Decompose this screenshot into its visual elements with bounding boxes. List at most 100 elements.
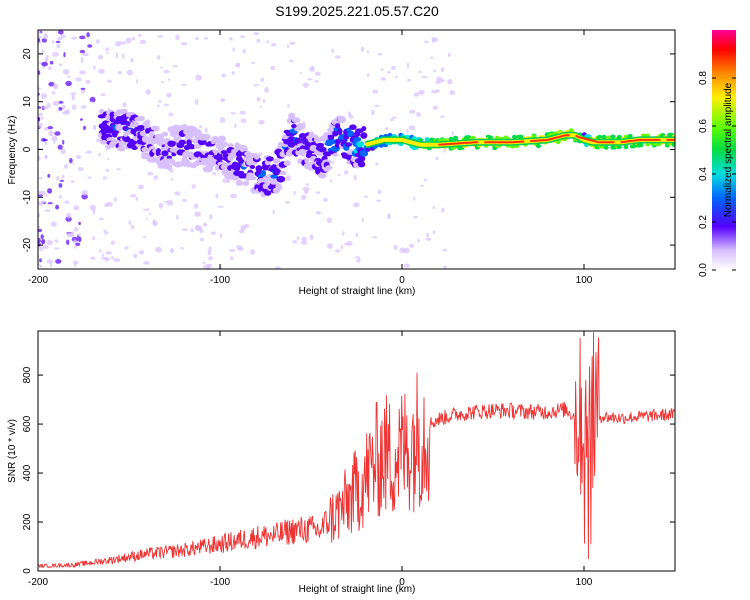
spectrogram-noise-blob (45, 51, 53, 54)
spectrogram-noise-blob (270, 65, 276, 70)
spectrogram-noise-blob (56, 44, 61, 49)
colorbar-gradient (712, 30, 736, 270)
spectrogram-ridge-blob (103, 121, 109, 127)
spectrogram-noise-blob (353, 174, 357, 181)
spectrogram-noise-blob (92, 124, 97, 130)
spectrogram-noise-blob (219, 233, 222, 239)
spectrogram-noise-blob (130, 58, 134, 63)
spectrogram-noise-blob (55, 40, 61, 44)
spectrogram-noise-blob (377, 189, 382, 195)
spectrogram-noise-blob (372, 202, 377, 207)
spectrogram-noise-blob (432, 105, 438, 110)
spectrogram-noise-blob (130, 194, 137, 198)
spectrogram-noise-blob (434, 81, 442, 84)
spectrogram-noise-blob (449, 90, 456, 96)
spectrogram-ridge-blob (337, 128, 343, 136)
spectrogram-ridge-blob (253, 154, 260, 160)
spectrogram-noise-blob (138, 33, 142, 37)
spectrogram-noise-blob (402, 199, 406, 202)
spectrogram-noise-blob (378, 153, 383, 158)
spectrogram-noise-blob (432, 37, 435, 43)
spectrogram-noise-blob (38, 201, 42, 206)
spectrogram-noise-blob (389, 118, 395, 122)
spectrogram-noise-blob (222, 178, 226, 183)
snr-x-tick-label: 100 (576, 577, 593, 588)
snr-y-tick-label: 400 (22, 464, 33, 481)
spectrogram-ridge-blob (129, 122, 135, 128)
spectrogram-noise-blob (145, 217, 148, 220)
spectrogram-noise-blob (163, 103, 170, 107)
snr-x-tick-label: -200 (28, 577, 48, 588)
spectrogram-noise-blob (51, 135, 58, 142)
spectrogram-noise-blob (107, 157, 110, 161)
spectrogram-noise-blob (130, 241, 134, 248)
spectrogram-noise-blob (433, 69, 437, 73)
spectrogram-noise-blob (97, 55, 104, 60)
spectrogram-noise-blob (216, 51, 219, 55)
spectrogram-noise-blob (170, 178, 173, 181)
spectrogram-y-tick-label: 10 (22, 96, 33, 108)
spectrogram-noise-blob (301, 228, 305, 234)
spectrogram-noise-blob (384, 154, 392, 157)
spectrogram-noise-blob (164, 200, 168, 203)
spectrogram-noise-blob (256, 97, 261, 102)
spectrogram-noise-blob (61, 174, 65, 179)
spectrogram-noise-blob (105, 52, 109, 55)
spectrogram-x-tick-label: -200 (28, 275, 48, 286)
spectrogram-noise-blob (407, 81, 413, 84)
spectrogram-noise-blob (331, 48, 334, 53)
spectrogram-noise-blob (102, 176, 108, 180)
spectrogram-ridge-blob (638, 142, 644, 148)
spectrogram-noise-blob (57, 30, 64, 35)
spectrogram-noise-blob (158, 99, 162, 103)
spectrogram-ridge-blob (228, 152, 238, 159)
spectrogram-noise-blob (40, 234, 44, 240)
spectrogram-noise-blob (438, 246, 444, 252)
spectrogram-noise-blob (71, 95, 75, 101)
spectrogram-noise-blob (95, 138, 101, 143)
spectrogram-noise-blob (309, 234, 314, 240)
spectrogram-noise-blob (157, 35, 164, 38)
spectrogram-noise-blob (150, 38, 156, 44)
spectrogram-noise-blob (38, 106, 42, 109)
spectrogram-noise-blob (250, 61, 256, 64)
spectrogram-ridge-blob (327, 134, 335, 141)
spectrogram-ridge-blob (270, 174, 279, 179)
spectrogram-noise-blob (48, 130, 54, 137)
spectrogram-ridge-blob (117, 145, 126, 152)
spectrogram-noise-blob (413, 196, 416, 201)
spectrogram-noise-blob (217, 205, 224, 208)
spectrogram-noise-blob (57, 36, 63, 41)
spectrogram-ridge-blob (242, 181, 250, 186)
spectrogram-noise-blob (425, 237, 432, 241)
spectrogram-ridge-blob (627, 133, 633, 139)
spectrogram-noise-blob (52, 40, 55, 44)
spectrogram-noise-blob (43, 33, 48, 40)
spectrogram-noise-blob (409, 109, 416, 114)
spectrogram-noise-blob (131, 224, 134, 230)
spectrogram-noise-blob (236, 245, 243, 250)
spectrogram-noise-blob (227, 43, 233, 49)
spectrogram-noise-blob (46, 259, 54, 264)
spectrogram-noise-blob (132, 159, 135, 164)
spectrogram-noise-blob (380, 77, 387, 81)
spectrogram-ridge-blob (167, 140, 176, 147)
spectrogram-y-tick-label: 20 (22, 48, 33, 60)
spectrogram-noise-blob (272, 209, 275, 215)
spectrogram-noise-blob (413, 215, 418, 219)
snr-series-line (38, 332, 675, 569)
spectrogram-noise-blob (39, 190, 47, 195)
spectrogram-noise-blob (62, 104, 66, 110)
spectrogram-ridge-blob (219, 141, 229, 148)
spectrogram-noise-blob (305, 33, 310, 37)
spectrogram-noise-blob (38, 117, 41, 123)
spectrogram-noise-blob (66, 75, 71, 78)
colorbar: 0.0 0.2 0.4 0.6 0.8 Normalized spectral ampl… (698, 30, 736, 277)
spectrogram-noise-blob (406, 128, 409, 134)
spectrogram-noise-blob (418, 90, 425, 95)
spectrogram-noise-blob (89, 204, 96, 211)
spectrogram-noise-blob (113, 243, 118, 248)
spectrogram-noise-blob (435, 157, 439, 160)
snr-y-axis-label: SNR (10 * v/v) (7, 419, 18, 483)
spectrogram-noise-blob (328, 182, 334, 186)
